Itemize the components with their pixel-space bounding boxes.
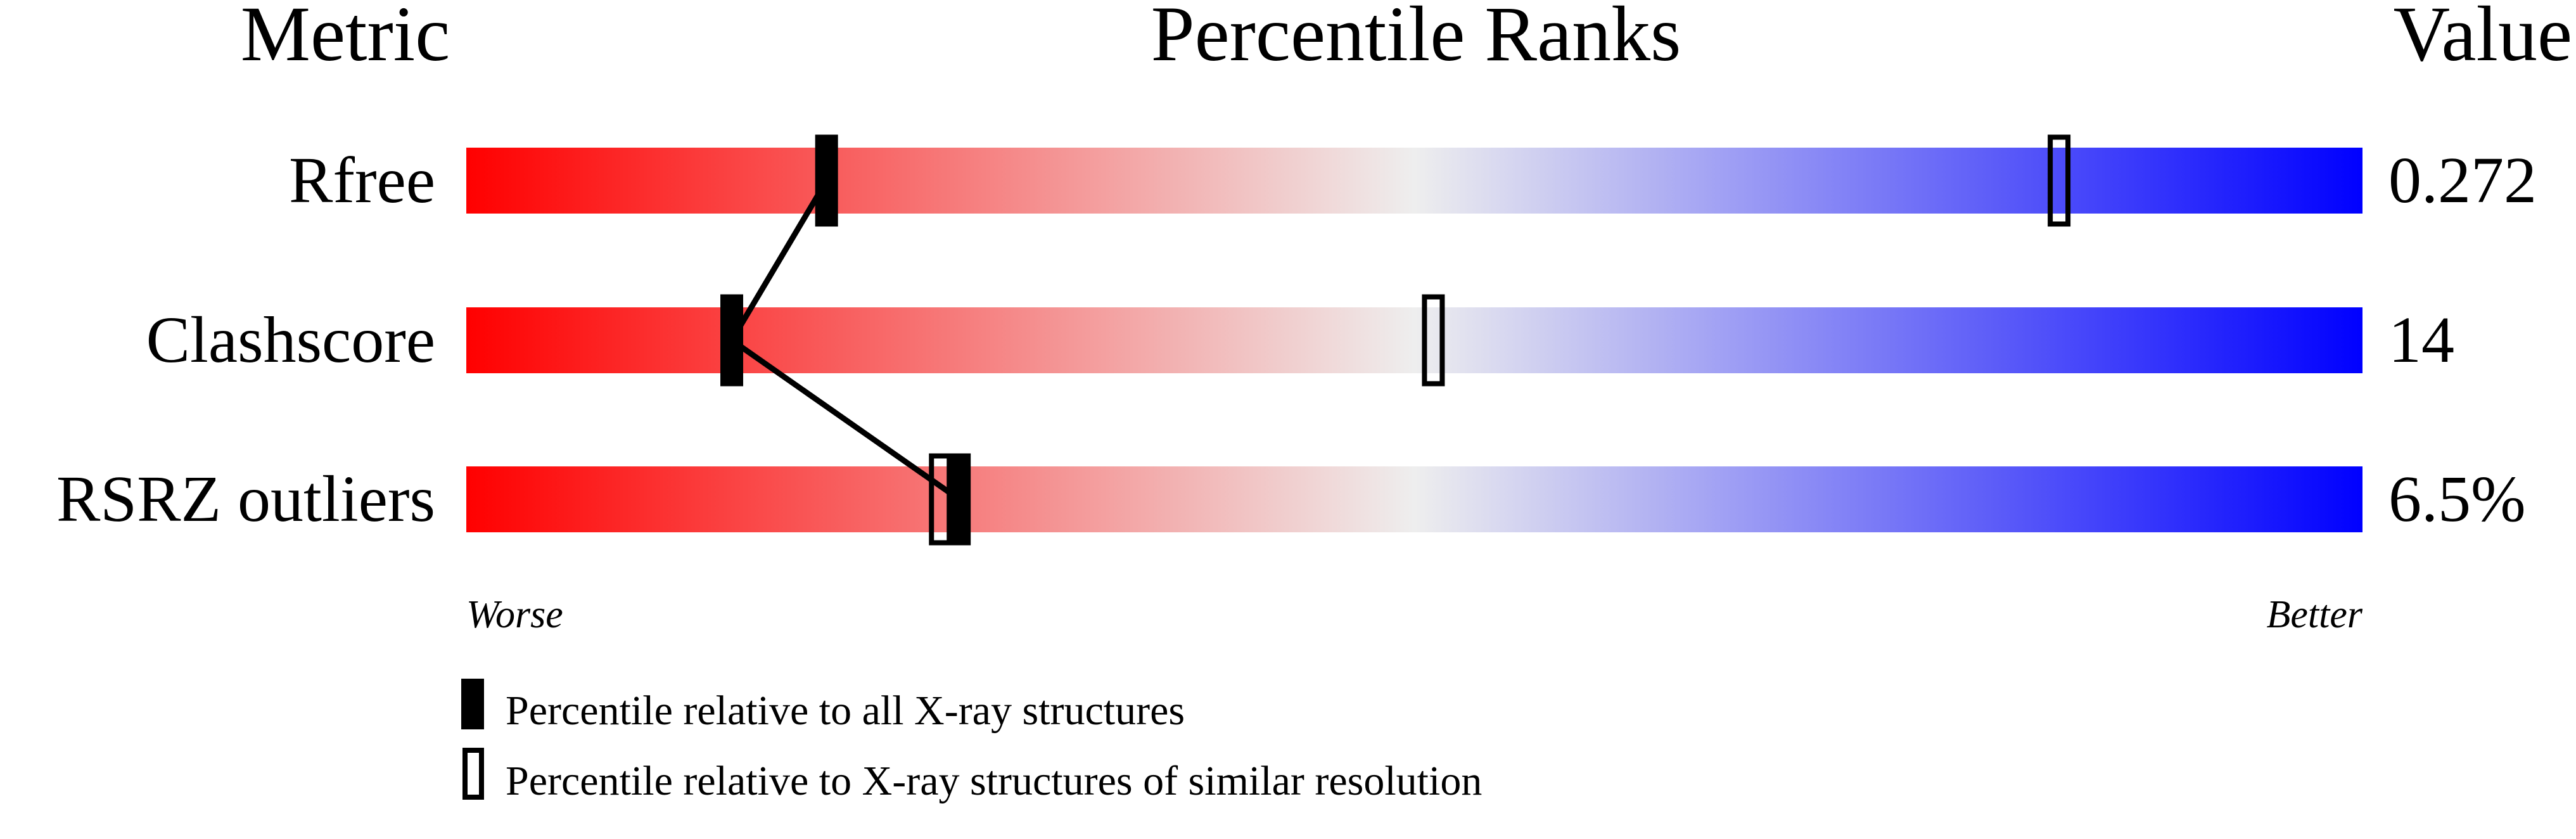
metric-label: RSRZ outliers <box>56 463 435 535</box>
all-structures-marker <box>720 294 744 387</box>
chart-title: Percentile Ranks <box>1151 0 1681 77</box>
legend-filled-marker <box>461 679 484 729</box>
metric-label: Rfree <box>289 144 435 217</box>
all-structures-marker <box>948 453 971 546</box>
similar-resolution-marker <box>2048 134 2071 227</box>
header-value: Value <box>2394 0 2572 77</box>
worse-label: Worse <box>466 593 563 636</box>
metric-value: 0.272 <box>2388 144 2537 217</box>
legend-open-marker <box>462 748 484 800</box>
percentile-bar <box>466 148 2362 214</box>
legend-label-all: Percentile relative to all X-ray structu… <box>506 688 1185 734</box>
header-metric: Metric <box>241 0 450 77</box>
better-label: Better <box>2267 593 2363 636</box>
similar-resolution-marker <box>929 453 952 546</box>
similar-resolution-marker <box>1422 294 1445 387</box>
metric-value: 14 <box>2388 304 2454 376</box>
legend-label-similar: Percentile relative to X-ray structures … <box>506 758 1482 804</box>
metric-label: Clashscore <box>146 304 435 376</box>
percentile-bar <box>466 307 2362 373</box>
percentile-bar <box>466 466 2362 532</box>
metric-value: 6.5% <box>2388 463 2526 535</box>
all-structures-marker <box>815 134 838 227</box>
